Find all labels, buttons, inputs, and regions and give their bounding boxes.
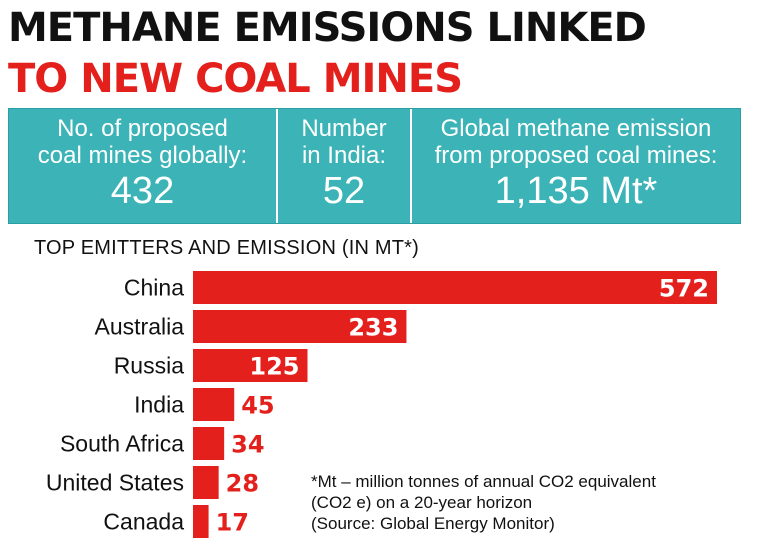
title-line-1: METHANE EMISSIONS LINKED [8, 5, 647, 51]
stat-value: 1,135 Mt* [494, 170, 658, 212]
chart-title: TOP EMITTERS AND EMISSION (IN MT*) [34, 237, 419, 259]
value-label-canada: 17 [216, 509, 249, 537]
category-label-australia: Australia [95, 314, 185, 340]
category-label-russia: Russia [114, 353, 185, 379]
stat-label-line: from proposed coal mines: [434, 142, 718, 169]
stat-label-line: Global methane emission [440, 115, 712, 142]
stat-label: No. of proposed coal mines globally: [38, 115, 247, 169]
value-label-china: 572 [659, 275, 709, 303]
title-line-2: TO NEW COAL MINES [8, 56, 463, 102]
stat-value: 432 [110, 170, 175, 212]
bar-russia [193, 349, 308, 382]
stat-label-line: coal mines globally: [37, 142, 248, 169]
footnote-line: *Mt – million tonnes of annual CO2 equiv… [311, 472, 656, 491]
stat-proposed-mines: No. of proposed coal mines globally: 432 [9, 109, 276, 223]
category-label-south-africa: South Africa [60, 431, 184, 457]
bar-australia [193, 310, 407, 343]
value-label-australia: 233 [348, 314, 398, 342]
category-label-china: China [124, 275, 184, 301]
category-label-india: India [134, 392, 184, 418]
value-label-south-africa: 34 [231, 431, 264, 459]
stat-label: Number in India: [301, 115, 386, 169]
footnote-source: (Source: Global Energy Monitor) [311, 514, 555, 533]
value-label-united-states: 28 [226, 470, 259, 498]
category-label-united-states: United States [46, 470, 184, 496]
stats-panel: No. of proposed coal mines globally: 432… [8, 108, 741, 224]
bar-china [193, 271, 717, 304]
value-label-india: 45 [241, 392, 274, 420]
bar-canada [193, 505, 209, 538]
footnote-line: (CO2 e) on a 20-year horizon [311, 493, 533, 512]
stat-label-line: No. of proposed [57, 115, 228, 142]
stat-label-line: Number [301, 115, 387, 142]
stat-value: 52 [322, 170, 366, 212]
stat-label-line: in India: [301, 142, 387, 169]
value-label-russia: 125 [249, 353, 299, 381]
bar-united-states [193, 466, 219, 499]
stat-global-emission: Global methane emission from proposed co… [410, 109, 740, 223]
stat-label: Global methane emission from proposed co… [435, 115, 718, 169]
stat-india-count: Number in India: 52 [276, 109, 410, 223]
footnote: *Mt – million tonnes of annual CO2 equiv… [311, 471, 656, 534]
bar-south-africa [193, 427, 225, 460]
bar-india [193, 388, 235, 421]
category-label-canada: Canada [103, 509, 184, 535]
